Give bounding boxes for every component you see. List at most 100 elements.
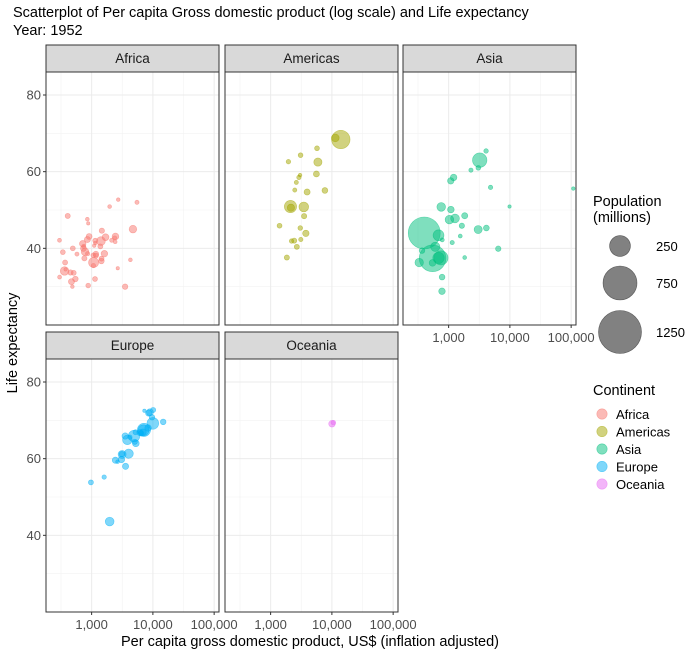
- data-point: [101, 233, 110, 241]
- facet-strip-americas: [224, 44, 399, 73]
- data-point: [81, 244, 87, 249]
- data-point: [107, 204, 112, 209]
- facet-panel-europe: Europe: [45, 331, 220, 613]
- color-legend-key-africa: [596, 408, 608, 420]
- data-point: [303, 188, 311, 196]
- size-legend-label: 750: [656, 276, 678, 291]
- data-point: [331, 133, 340, 143]
- data-point: [122, 283, 129, 290]
- x-tick-label: 1,000: [254, 617, 287, 632]
- data-point: [439, 237, 445, 243]
- data-point: [432, 251, 445, 264]
- data-point: [285, 159, 291, 165]
- data-point: [81, 255, 88, 262]
- data-point: [100, 250, 108, 258]
- panel-border: [224, 358, 399, 613]
- data-point: [457, 233, 463, 239]
- facet-label-africa: Africa: [115, 51, 150, 66]
- color-legend: Continent Africa Americas Asia Europe Oceani…: [593, 383, 671, 492]
- data-point: [321, 187, 329, 194]
- data-point: [298, 237, 304, 242]
- data-point: [127, 434, 133, 440]
- size-legend-key: [602, 265, 638, 301]
- panel-background: [46, 72, 219, 325]
- size-legend-title: Population (millions): [593, 194, 666, 226]
- data-point: [98, 255, 105, 262]
- color-legend-title: Continent: [593, 383, 655, 399]
- chart-title: Scatterplot of Per capita Gross domestic…: [13, 5, 529, 21]
- color-legend-label-oceania: Oceania: [616, 477, 665, 492]
- facet-panel-oceania: Oceania: [224, 331, 399, 613]
- data-point: [292, 187, 298, 193]
- facet-strip-oceania: [224, 331, 399, 360]
- color-legend-key-oceania: [596, 478, 608, 490]
- data-point: [70, 270, 77, 276]
- panel-border: [224, 71, 399, 326]
- data-point: [495, 245, 502, 252]
- data-point: [85, 217, 90, 222]
- axes: 40 60 80 1,000 10,000 100,000 40 60 80 1,000 10,00…: [27, 88, 595, 633]
- data-point: [288, 238, 295, 244]
- data-point: [438, 273, 446, 281]
- data-point: [74, 251, 80, 257]
- data-point: [488, 184, 494, 190]
- data-point: [64, 213, 71, 219]
- data-point: [414, 257, 424, 268]
- facet-label-europe: Europe: [111, 338, 155, 353]
- data-point: [85, 251, 91, 257]
- data-point: [92, 243, 97, 248]
- data-point: [144, 424, 152, 432]
- chart-subtitle: Year: 1952: [13, 23, 83, 39]
- data-point: [472, 152, 488, 168]
- data-point: [286, 203, 295, 212]
- data-point: [483, 224, 490, 232]
- x-tick-label: 100,000: [548, 330, 595, 345]
- data-point: [92, 276, 98, 282]
- series-africa: [57, 197, 140, 290]
- data-point: [142, 408, 147, 413]
- facet-label-americas: Americas: [283, 51, 340, 66]
- data-point: [90, 263, 96, 269]
- facet-panel-asia: Asia: [402, 44, 577, 326]
- color-legend-key-asia: [596, 443, 608, 455]
- size-legend-key: [609, 235, 631, 257]
- data-point: [298, 201, 309, 213]
- data-point: [63, 267, 68, 272]
- x-axis-title: Per capita gross domestic product, US$ (…: [121, 634, 499, 650]
- data-point: [148, 414, 156, 421]
- color-legend-label-africa: Africa: [616, 407, 650, 422]
- x-tick-label: 100,000: [370, 617, 417, 632]
- y-tick-label: 40: [27, 528, 41, 543]
- facet-label-asia: Asia: [476, 51, 503, 66]
- data-point: [293, 243, 300, 250]
- data-point: [60, 249, 66, 255]
- data-point: [458, 222, 465, 229]
- data-point: [85, 233, 93, 240]
- facet-label-oceania: Oceania: [286, 338, 337, 353]
- data-point: [57, 274, 62, 280]
- data-point: [444, 214, 455, 225]
- data-point: [115, 266, 120, 271]
- panel-background: [225, 72, 398, 325]
- data-point: [118, 451, 125, 458]
- data-point: [134, 199, 140, 205]
- data-point: [301, 213, 308, 220]
- data-point: [293, 180, 299, 185]
- data-point: [104, 516, 115, 527]
- color-legend-label-asia: Asia: [616, 442, 642, 457]
- data-point: [86, 221, 91, 226]
- data-point: [313, 170, 320, 178]
- data-point: [436, 202, 446, 212]
- data-point: [283, 254, 290, 261]
- data-point: [57, 237, 62, 243]
- data-point: [121, 432, 129, 440]
- x-tick-label: 1,000: [432, 330, 465, 345]
- y-tick-label: 80: [27, 88, 41, 103]
- data-point: [160, 418, 167, 426]
- facet-panel-americas: Americas: [224, 44, 399, 326]
- x-tick-label: 1,000: [75, 617, 108, 632]
- data-point: [462, 255, 467, 260]
- data-point: [62, 259, 68, 266]
- facet-strip-europe: [45, 331, 220, 360]
